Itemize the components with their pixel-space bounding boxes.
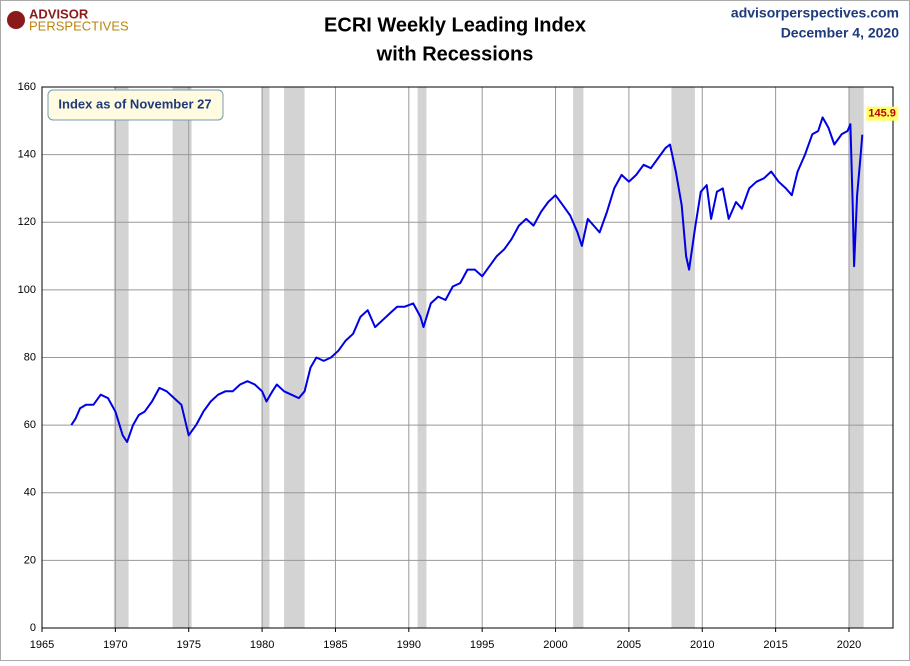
x-tick-label: 2015 xyxy=(763,639,787,651)
y-tick-label: 20 xyxy=(24,554,36,566)
annotation-box xyxy=(47,89,224,121)
chart-title: with Recessions xyxy=(376,43,534,65)
logo-bottom: PERSPECTIVES xyxy=(29,18,129,33)
logo-top: ADVISOR xyxy=(29,6,89,21)
source: advisorperspectives.com xyxy=(731,5,899,21)
value-label: 145.9 xyxy=(868,108,896,120)
x-tick-label: 2000 xyxy=(543,639,567,651)
x-tick-label: 1980 xyxy=(250,639,274,651)
plot-border xyxy=(41,86,894,629)
date: December 4, 2020 xyxy=(781,25,900,41)
y-tick-label: 80 xyxy=(24,351,36,363)
y-tick-label: 140 xyxy=(18,149,36,161)
x-tick-label: 1985 xyxy=(323,639,347,651)
x-tick-label: 1965 xyxy=(30,639,54,651)
plot: 0 20 40 60 80 100 120 140 160 1965 1970 1975 1980 198… xyxy=(18,81,899,651)
x-tick-label: 1970 xyxy=(103,639,127,651)
logo-icon xyxy=(7,11,25,29)
series-line xyxy=(70,116,864,443)
x-tick-label: 2020 xyxy=(837,639,861,651)
value-label-bg xyxy=(866,106,899,121)
chart-title: ECRI Weekly Leading Index xyxy=(324,14,586,36)
annotation: Index as of November 27 xyxy=(58,96,211,111)
x-tick-label: 1995 xyxy=(470,639,494,651)
y-tick-label: 40 xyxy=(24,487,36,499)
y-tick-label: 160 xyxy=(18,81,36,93)
x-tick-label: 1975 xyxy=(176,639,200,651)
y-tick-label: 100 xyxy=(18,284,36,296)
x-tick-label: 2005 xyxy=(617,639,641,651)
x-tick-label: 2010 xyxy=(690,639,714,651)
y-tick-label: 120 xyxy=(18,216,36,228)
x-tick-label: 1990 xyxy=(397,639,421,651)
y-tick-label: 0 xyxy=(30,622,36,634)
y-tick-label: 60 xyxy=(24,419,36,431)
